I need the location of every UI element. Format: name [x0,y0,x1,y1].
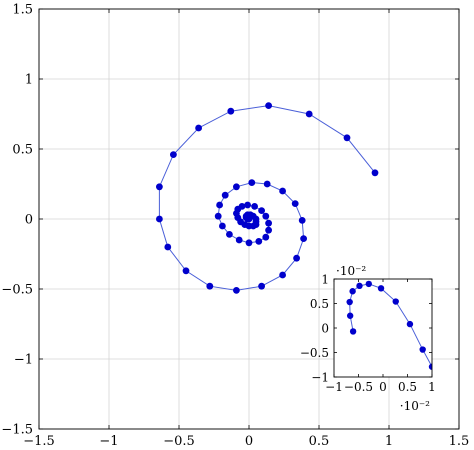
inset-data-point [346,298,353,306]
main-data-point [298,217,306,224]
inset-y-tick-label: −1 [311,371,329,385]
main-data-point [233,287,240,294]
inset-x-tick-label: 0 [379,380,387,394]
inset-data-point [428,363,432,370]
main-data-point [371,169,379,177]
main-y-tick-label: −0.5 [1,283,33,298]
main-x-tick-label: −0.5 [163,434,195,449]
main-data-point [226,231,233,238]
main-data-point [279,271,286,279]
main-data-point [265,226,272,234]
inset-plot: −1 −0.5 0 0.5 1−1−0.500.51·10⁻²·10⁻² [300,264,436,413]
main-data-point [233,183,240,191]
inset-data-point [392,298,399,305]
main-x-tick-label: 0 [245,434,253,449]
main-data-point [219,222,226,230]
inset-y-tick-label: −0.5 [300,346,329,360]
main-data-point [262,233,270,241]
main-data-point [235,236,243,244]
main-data-layer [156,102,379,294]
main-data-point [182,267,190,275]
main-data-point [156,183,163,191]
main-data-point [251,203,258,210]
inset-data-point [406,320,414,328]
main-data-point [262,212,270,220]
inset-data-point [365,280,372,288]
main-data-point [265,219,272,227]
main-data-point [227,107,235,115]
inset-data-point [419,346,426,353]
main-data-point [245,239,253,247]
main-data-point [206,282,214,290]
main-data-point [293,254,300,262]
inset-y-tick-label: 0.5 [310,297,329,311]
inset-x-multiplier: ·10⁻² [400,399,430,413]
main-y-tick-label: 0 [25,213,33,228]
main-data-point [305,110,313,118]
main-data-point [343,134,351,142]
inset-data-point [346,312,354,319]
main-x-tick-label: −1.5 [23,434,55,449]
main-data-point [265,102,272,109]
main-data-point [279,187,286,195]
main-data-point [245,215,253,223]
main-data-point [221,191,229,199]
main-data-point [263,180,271,188]
main-data-point [291,200,299,208]
inset-data-point [349,328,357,335]
inset-data-layer [346,280,432,371]
main-data-point [244,201,252,209]
inset-plot-area [334,279,432,377]
main-x-tick-label: −1 [99,434,118,449]
main-y-tick-label: 1.5 [12,3,33,18]
main-data-point [255,238,263,245]
main-data-point [300,235,307,243]
main-x-tick-label: 1.5 [449,434,470,449]
inset-x-tick-label: −1 [325,380,343,394]
main-plot: −1.5 −1 −0.5 0 0.5 1 1.5−1.5−1−0.500.511.5 [1,3,469,450]
main-data-point [156,215,163,223]
main-y-tick-label: 1 [25,73,33,88]
main-data-point [258,282,265,290]
main-y-tick-label: −1 [14,353,33,368]
inset-x-tick-label: 0.5 [398,380,417,394]
main-data-point [216,201,224,209]
inset-y-tick-label: 1 [321,273,329,287]
main-data-point [170,151,177,159]
inset-data-point [377,285,385,292]
main-x-tick-label: 0.5 [309,434,330,449]
main-data-point [195,124,203,132]
inset-data-point [349,288,356,295]
inset-data-point [356,282,363,290]
inset-y-multiplier: ·10⁻² [336,264,366,278]
main-y-tick-label: 0.5 [12,143,33,158]
inset-x-tick-label: 1 [428,380,436,394]
inset-y-tick-label: 0 [321,322,329,336]
inset-x-tick-label: −0.5 [344,380,373,394]
main-x-tick-label: 1 [385,434,393,449]
main-data-point [258,207,265,215]
main-data-point [214,212,222,220]
main-data-point [164,243,172,251]
main-data-point [248,179,256,187]
main-y-tick-label: −1.5 [1,423,33,438]
